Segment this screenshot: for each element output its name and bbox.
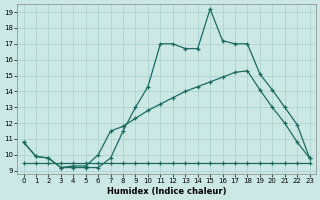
X-axis label: Humidex (Indice chaleur): Humidex (Indice chaleur) (107, 187, 226, 196)
